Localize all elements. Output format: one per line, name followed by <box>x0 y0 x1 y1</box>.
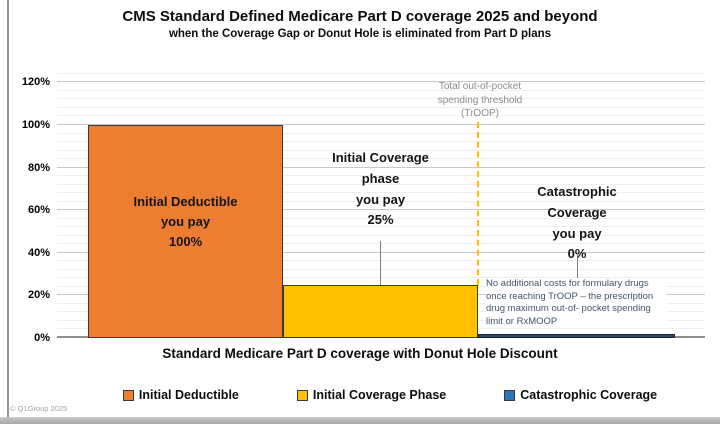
gridline-major <box>57 124 705 125</box>
x-axis-label: Standard Medicare Part D coverage with D… <box>162 346 558 361</box>
bar-initial-coverage-phase <box>283 285 478 338</box>
legend-label: Catastrophic Coverage <box>520 388 658 402</box>
y-tick-label: 60% <box>27 204 50 217</box>
gridline-minor <box>57 234 705 236</box>
coverage-bar-label: Initial Coverage phase you pay 25% <box>332 150 429 228</box>
legend-label: Initial Coverage Phase <box>312 388 447 402</box>
gridline-major <box>57 251 705 253</box>
legend-label: Initial Deductible <box>138 388 239 402</box>
gridline-minor <box>57 132 705 134</box>
legend-swatch-orange-icon <box>122 389 134 401</box>
gridline-minor <box>57 89 705 91</box>
deductible-bar-label: Initial Deductible you pay 100% <box>133 194 238 250</box>
gridline-minor <box>57 72 705 74</box>
troop-threshold-label: Total out-of-pocket spending threshold (… <box>437 81 523 119</box>
gridline-major <box>57 81 705 83</box>
window-bottom-edge <box>0 417 720 424</box>
window-left-border <box>7 0 9 424</box>
gridline-major <box>57 209 705 211</box>
coverage-connector-line <box>380 241 381 285</box>
gridline-minor <box>57 106 705 108</box>
chart-subtitle: when the Coverage Gap or Donut Hole is e… <box>168 28 552 40</box>
gridline-minor <box>57 260 705 262</box>
gridline-minor <box>57 243 705 245</box>
gridline-minor <box>57 277 705 279</box>
chart-title: CMS Standard Defined Medicare Part D cov… <box>122 8 598 25</box>
bar-catastrophic-coverage <box>478 334 675 338</box>
legend-item-initial-coverage-phase: Initial Coverage Phase <box>296 388 447 402</box>
chart-legend: Initial Deductible Initial Coverage Phas… <box>0 388 720 402</box>
y-tick-label: 100% <box>21 119 50 131</box>
gridline-minor <box>57 141 705 143</box>
gridline-minor <box>57 226 705 228</box>
catastrophic-bar-label: Catastrophic Coverage you pay 0% <box>537 184 617 261</box>
troop-dashed-line <box>477 122 479 285</box>
gridline-minor <box>57 98 705 100</box>
bar-initial-deductible <box>88 125 283 338</box>
legend-swatch-yellow-icon <box>296 389 308 401</box>
gridline-minor <box>57 192 705 194</box>
gridline-minor <box>57 268 705 270</box>
gridline-minor <box>57 115 705 117</box>
gridline-minor <box>57 158 705 160</box>
gridline-minor <box>57 217 705 219</box>
y-tick-label: 120% <box>21 76 50 89</box>
y-tick-label: 20% <box>27 289 50 302</box>
catastrophic-note-text: No additional costs for formulary drugs … <box>486 278 667 329</box>
gridline-minor <box>57 149 705 151</box>
catastrophic-connector-line <box>577 254 578 278</box>
gridline-major <box>57 166 705 168</box>
y-tick-label: 40% <box>27 246 50 259</box>
plot-area <box>57 70 705 338</box>
legend-swatch-blue-icon <box>504 389 516 401</box>
legend-item-catastrophic-coverage: Catastrophic Coverage <box>504 388 657 402</box>
copyright-text: © Q1Group 2025 <box>10 404 68 413</box>
y-tick-label: 0% <box>34 332 50 344</box>
gridline-minor <box>57 183 705 185</box>
legend-item-initial-deductible: Initial Deductible <box>122 388 239 402</box>
gridline-minor <box>57 175 705 177</box>
gridline-minor <box>57 200 705 202</box>
y-tick-label: 80% <box>27 161 50 174</box>
